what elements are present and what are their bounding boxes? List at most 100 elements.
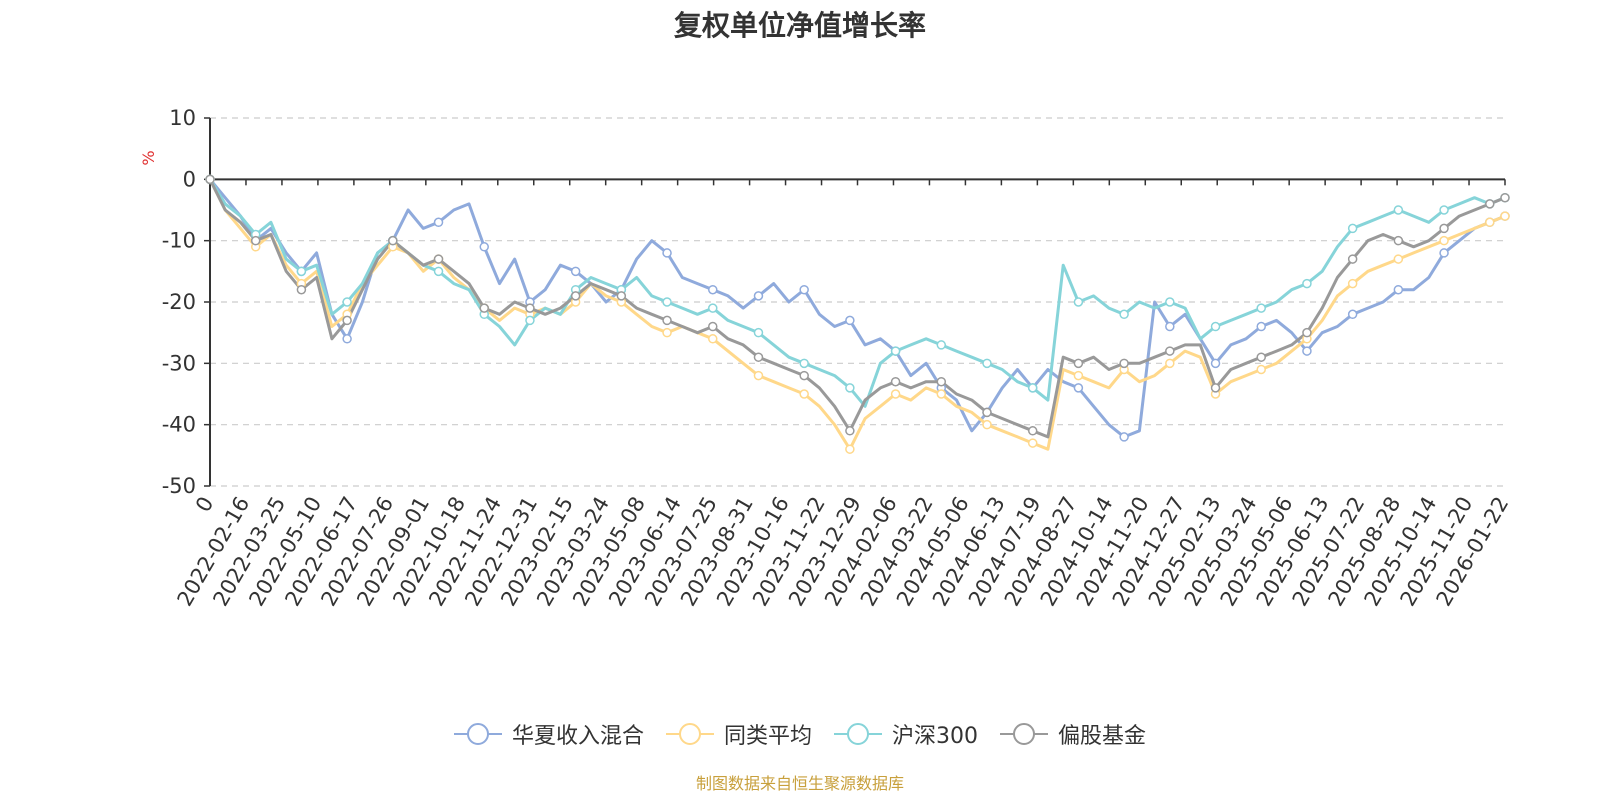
legend-marker-icon	[1000, 723, 1048, 745]
series-point	[799, 284, 809, 295]
y-tick-label: 10	[169, 106, 196, 130]
y-tick-label: -20	[162, 290, 196, 314]
series-point	[296, 266, 307, 277]
series-point	[1393, 284, 1404, 295]
y-axis-unit-label: %	[139, 150, 158, 165]
series-point	[799, 370, 809, 381]
data-source-note: 制图数据来自恒生聚源数据库	[695, 774, 904, 793]
series-point	[1256, 352, 1266, 362]
series-point	[1347, 278, 1358, 289]
series-point	[1500, 211, 1510, 221]
series-point	[1439, 205, 1449, 215]
legend-item-1[interactable]: 同类平均	[665, 718, 812, 750]
legend-label: 华夏收入混合	[511, 724, 644, 749]
series-point	[1210, 321, 1221, 332]
series-point	[982, 358, 992, 369]
series-point	[845, 444, 855, 454]
series-point	[753, 327, 764, 338]
series-point	[1073, 370, 1084, 381]
series-line-0	[208, 178, 1506, 439]
series-point	[342, 297, 352, 307]
series-point	[708, 334, 718, 344]
series-point	[845, 315, 855, 326]
series-point	[890, 389, 901, 399]
series-point	[570, 266, 581, 277]
x-tick-label: 0	[191, 493, 218, 517]
series-point	[708, 321, 718, 332]
series-line-3	[208, 178, 1506, 439]
legend-label: 沪深300	[892, 724, 978, 749]
axis-layer: 100-10-20-30-40-5002022-02-162022-03-252…	[162, 106, 1514, 610]
legend-marker-icon	[665, 723, 714, 745]
series-point	[342, 334, 352, 344]
series-point	[662, 248, 672, 258]
series-point	[433, 266, 444, 277]
y-tick-label: -10	[162, 229, 196, 253]
series-point	[479, 242, 489, 252]
series-point	[1485, 199, 1495, 209]
series-line-1	[208, 178, 1506, 451]
grid-layer	[210, 117, 1505, 487]
series-point	[1119, 358, 1129, 369]
series-point	[1393, 235, 1404, 246]
series-point	[1073, 297, 1084, 307]
series-point	[1210, 358, 1221, 369]
series-point	[342, 315, 352, 326]
series-point	[1347, 309, 1358, 320]
series-point	[250, 235, 261, 246]
series-point	[1210, 383, 1221, 393]
series-point	[1256, 321, 1266, 332]
series-point	[1439, 248, 1449, 258]
series-point	[1302, 346, 1312, 356]
legend-item-3[interactable]: 偏股基金	[1000, 718, 1146, 750]
series-point	[433, 254, 444, 264]
series-point	[662, 315, 672, 326]
series-point	[1500, 192, 1510, 203]
series-point	[1439, 223, 1449, 234]
series-point	[570, 291, 581, 301]
series-point	[1165, 297, 1175, 307]
series-line-2	[208, 178, 1506, 408]
series-point	[845, 383, 855, 393]
series-point	[708, 303, 718, 313]
series-point	[1256, 364, 1266, 375]
series-point	[296, 284, 307, 295]
series-point	[982, 419, 992, 430]
legend-item-2[interactable]: 沪深300	[834, 718, 978, 750]
series-point	[1027, 383, 1038, 393]
series-layer	[208, 178, 1506, 451]
series-point	[433, 217, 444, 228]
series-point	[1302, 327, 1312, 338]
y-tick-label: 0	[183, 167, 196, 191]
y-tick-label: -30	[162, 351, 196, 375]
series-point	[1073, 358, 1084, 369]
series-point	[799, 389, 809, 399]
legend-label: 同类平均	[723, 724, 812, 749]
y-tick-label: -50	[162, 474, 196, 498]
series-point	[1073, 383, 1084, 393]
marker-layer	[205, 174, 1510, 454]
legend-marker-icon	[834, 723, 882, 745]
series-point	[845, 426, 855, 436]
series-point	[1347, 254, 1358, 264]
legend-marker-icon	[453, 723, 502, 745]
series-point	[753, 352, 764, 362]
series-point	[708, 284, 718, 295]
series-point	[1165, 358, 1175, 369]
series-point	[388, 235, 398, 246]
series-point	[1302, 278, 1312, 289]
series-point	[936, 376, 947, 387]
series-point	[1165, 321, 1175, 332]
series-point	[890, 346, 901, 356]
series-point	[1347, 223, 1358, 234]
legend-item-0[interactable]: 华夏收入混合	[453, 718, 644, 750]
series-point	[1439, 235, 1449, 246]
series-point	[936, 389, 947, 399]
series-point	[1027, 438, 1038, 448]
series-point	[936, 340, 947, 350]
series-point	[616, 291, 627, 301]
series-point	[1119, 309, 1129, 320]
series-point	[525, 315, 535, 326]
legend-label: 偏股基金	[1058, 724, 1147, 749]
series-point	[1165, 346, 1175, 356]
